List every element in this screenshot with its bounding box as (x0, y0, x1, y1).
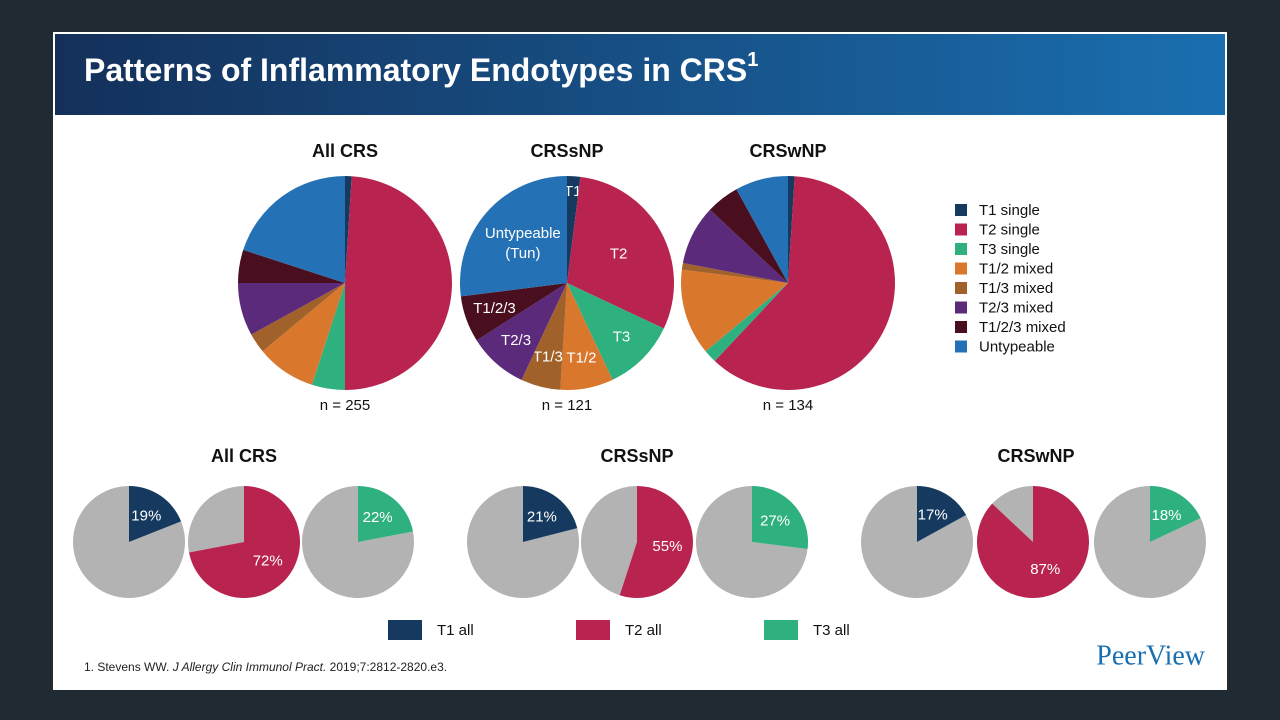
share-slice (977, 486, 1090, 598)
rest-slice (188, 486, 244, 553)
pie-slice (788, 176, 795, 283)
pie-title: CRSsNP (530, 141, 603, 161)
pie-slice (521, 283, 567, 390)
pie-title: CRSwNP (749, 141, 826, 161)
header-bar (55, 34, 1225, 115)
footnote-journal: J Allergy Clin Immunol Pract. (172, 660, 327, 674)
legend-swatch (955, 321, 967, 333)
rest-slice (302, 486, 414, 598)
pie-slice (238, 249, 345, 283)
share-slice (523, 486, 578, 542)
pie-slice (567, 176, 581, 283)
value-label: 21% (527, 509, 557, 526)
group-title: All CRS (211, 446, 277, 466)
slice-label: T1/2/3 (473, 300, 516, 317)
pie-slice (705, 283, 788, 361)
sample-size: n = 121 (542, 397, 592, 414)
slice-label: T3 (613, 328, 631, 345)
group-title: CRSsNP (600, 446, 673, 466)
legend-label: T1/2/3 mixed (979, 319, 1066, 336)
footnote-text: 1. Stevens WW. (84, 660, 173, 674)
pie-slice (243, 176, 345, 283)
pie-slice (238, 283, 345, 335)
slice-label: T1/2 (566, 350, 596, 367)
value-label: 87% (1030, 561, 1060, 578)
pie-slice (262, 283, 345, 385)
value-label: 22% (363, 509, 393, 526)
pie-slice (567, 176, 674, 329)
pie-slice (560, 283, 613, 390)
value-label: 18% (1151, 507, 1181, 524)
legend-label: T1/3 mixed (979, 280, 1053, 297)
pie-slice (681, 269, 788, 352)
legend-label: T1 all (437, 622, 474, 639)
pie-slice (251, 283, 345, 352)
logo: PeerView (1096, 640, 1205, 671)
pie-slice (345, 176, 352, 283)
rest-slice (992, 486, 1033, 542)
group-title: CRSwNP (997, 446, 1074, 466)
legend-label: T3 single (979, 241, 1040, 258)
sample-size: n = 134 (763, 397, 813, 414)
slice-label: T2/3 (501, 332, 531, 349)
legend-label: T3 all (813, 622, 850, 639)
legend-swatch (576, 620, 610, 640)
title-superscript: 1 (747, 49, 758, 71)
legend-swatch (955, 204, 967, 216)
slice-label: T2 (610, 246, 628, 263)
legend-label: T1/2 mixed (979, 260, 1053, 277)
share-slice (188, 486, 300, 599)
share-slice (752, 486, 808, 550)
value-label: 17% (918, 506, 948, 523)
slide-title: Patterns of Inflammatory Endotypes in CR… (84, 49, 758, 88)
footnote-text: 2019;7:2812-2820.e3. (326, 660, 447, 674)
legend-swatch (955, 301, 967, 314)
pie-slice (567, 283, 664, 380)
slice-label: T1 (564, 183, 582, 200)
legend-swatch (764, 620, 798, 640)
pie-title: All CRS (312, 141, 378, 161)
share-slice (129, 486, 182, 542)
rest-slice (73, 486, 186, 598)
pie-slice (460, 176, 567, 297)
pie-slice (682, 209, 788, 283)
pie-slice (460, 283, 567, 341)
slice-label: T1/3 (533, 349, 563, 366)
legend-swatch (955, 282, 967, 294)
share-slice (1150, 486, 1201, 542)
legend-swatch (955, 262, 967, 275)
pie-slice (710, 189, 788, 283)
share-slice (358, 486, 414, 542)
legend-label: Untypeable (979, 338, 1055, 355)
pie-slice (311, 283, 345, 390)
value-label: 27% (760, 513, 790, 530)
share-slice (917, 486, 967, 542)
legend-swatch (388, 620, 422, 640)
legend-label: T2 single (979, 221, 1040, 238)
rest-slice (696, 486, 808, 598)
rest-slice (581, 486, 637, 596)
pie-slice (736, 176, 788, 283)
title-text: Patterns of Inflammatory Endotypes in CR… (84, 52, 747, 88)
sample-size: n = 255 (320, 397, 370, 414)
pie-slice (714, 176, 895, 390)
pie-slice (476, 283, 567, 380)
pie-slice (345, 176, 453, 390)
slice-label: Untypeable (Tun) (484, 225, 561, 263)
value-label: 72% (253, 553, 283, 570)
legend-swatch (955, 243, 967, 255)
legend-swatch (955, 223, 967, 236)
pie-slice (681, 262, 788, 283)
share-slice (619, 486, 694, 598)
value-label: 19% (131, 507, 161, 524)
legend-label: T2 all (625, 622, 662, 639)
legend-label: T1 single (979, 202, 1040, 219)
legend-swatch (955, 340, 967, 353)
footnote: 1. Stevens WW. J Allergy Clin Immunol Pr… (84, 660, 447, 674)
value-label: 55% (652, 538, 682, 555)
legend-label: T2/3 mixed (979, 299, 1053, 316)
